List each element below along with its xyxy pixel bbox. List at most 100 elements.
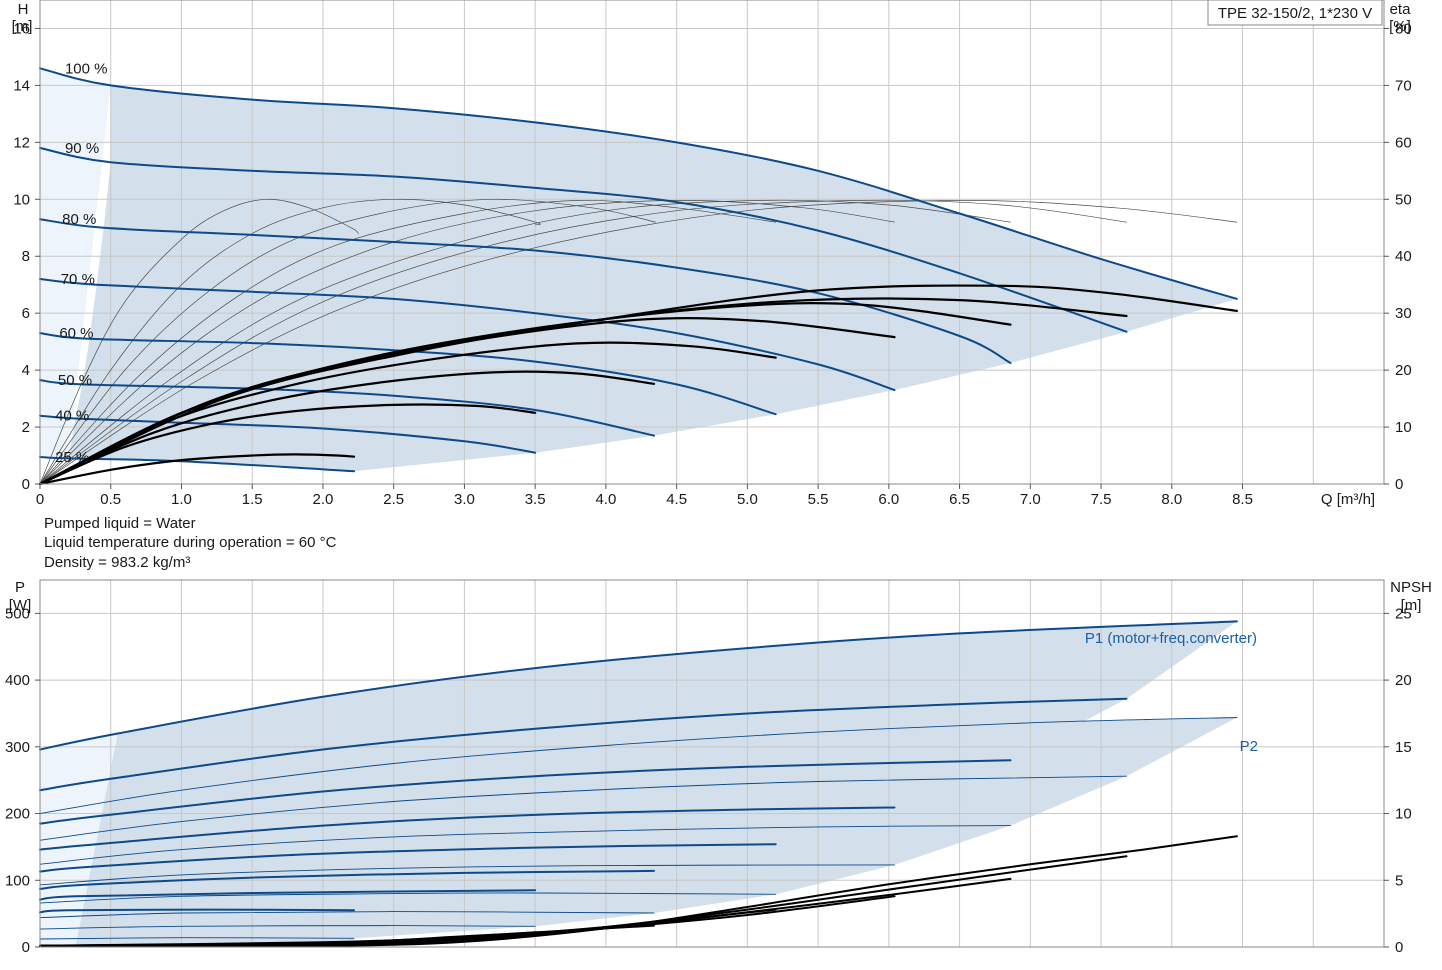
p-left-label: P [15,579,25,596]
tick-label-x: 8.5 [1232,491,1253,508]
eta-thin-curve [39,198,656,485]
p1-curve [39,620,1238,751]
tick-label-left: 4 [22,362,30,379]
tick-label-left: 500 [5,605,30,622]
eta-thin-curve [39,198,359,485]
p1-curve [39,869,655,890]
eta-thin-curve [39,200,1238,485]
tick-label-right: 30 [1395,305,1412,322]
p1-curve [39,843,777,873]
p1-curve [39,908,356,914]
power-panel: 0 100 200 300 400 500 0 5 10 15 20 25 P [W] NPSH [m… [5,579,1432,956]
note-liquid-temperature: Liquid temperature during operation = 60… [44,534,337,551]
tick-label-left: 16 [13,20,30,37]
tick-label-left: 100 [5,872,30,889]
tick-label-x: 7.5 [1091,491,1112,508]
speed-label: 90 % [65,140,99,157]
tick-label-right: 25 [1395,605,1412,622]
tick-label-x: 6.5 [949,491,970,508]
eta-thin-curves [39,198,1238,485]
head-panel: 100 % 90 % 80 % 70 % 60 % 50 % 40 % 25 % 0 2 4 6 8 1… [12,0,1412,508]
tick-label-x: 0.5 [100,491,121,508]
tick-label-right: 70 [1395,77,1412,94]
tick-label-right: 15 [1395,739,1412,756]
eta-thin-curve [39,199,1011,485]
tick-label-right: 80 [1395,20,1412,37]
p2-curve [39,937,355,940]
p2-area [96,717,1237,947]
head-operating-area [40,68,1237,472]
tick-label-left: 200 [5,806,30,823]
tick-label-right: 5 [1395,872,1403,889]
p1-label: P1 (motor+freq.converter) [1085,630,1257,647]
p2-curve [39,775,1127,841]
speed-label: 40 % [55,408,89,425]
p2-curve [39,925,536,930]
tick-label-x: 0 [36,491,44,508]
speed-curve [39,456,356,473]
tick-label-x: 8.0 [1161,491,1182,508]
head-speed-curves [39,67,1238,473]
p2-label: P2 [1240,738,1258,755]
npsh-curves [39,835,1238,948]
tick-label-x: 2.0 [313,491,334,508]
tick-label-left: 12 [13,134,30,151]
speed-curve [39,332,777,416]
speed-curve [39,218,1012,364]
tick-label-right: 10 [1395,419,1412,436]
p1-curves [39,620,1238,914]
power-plot-frame [39,579,1385,948]
power-grid [39,580,1384,948]
operating-area [68,85,1237,472]
low-flow-zone [40,68,111,459]
tick-label-left: 300 [5,739,30,756]
y-right-unit: [%] [1389,18,1411,35]
tick-label-x: 1.0 [171,491,192,508]
tick-label-x: 2.5 [383,491,404,508]
p2-curve [39,892,777,904]
tick-label-x: 6.0 [878,491,899,508]
tick-label-left: 10 [13,191,30,208]
p1-curve [39,889,537,901]
tick-label-x: 1.5 [242,491,263,508]
eta-curve [38,284,1238,486]
tick-label-left: 2 [22,419,30,436]
speed-curve [39,67,1238,300]
y-left-unit: [m] [12,18,33,35]
power-axis-ticks: 0 100 200 300 400 500 0 5 10 15 20 25 [5,605,1412,956]
speed-label: 50 % [58,372,92,389]
p1-curve [39,806,896,851]
speed-label: 70 % [61,271,95,288]
speed-curve [39,278,896,391]
tick-label-left: 8 [22,248,30,265]
tick-label-right: 0 [1395,939,1403,956]
tick-label-x: 3.5 [525,491,546,508]
tick-label-right: 40 [1395,248,1412,265]
tick-label-right: 20 [1395,672,1412,689]
tick-label-right: 20 [1395,362,1412,379]
speed-curve [39,414,537,454]
power-operating-area [40,621,1237,947]
p2-curve [39,717,1238,814]
tick-label-left: 0 [22,939,30,956]
speed-label: 60 % [59,325,93,342]
npsh-curve [39,941,356,947]
tick-label-x: 5.0 [737,491,758,508]
tick-label-x: 3.0 [454,491,475,508]
p-left-unit: [W] [9,597,32,614]
head-axis-ticks: 0 2 4 6 8 10 12 14 16 0 10 20 30 40 50 60 70 80 0 0.5 1.0 1.5… [13,20,1411,508]
speed-label: 25 % [55,449,89,466]
chart-title: TPE 32-150/2, 1*230 V [1218,5,1372,22]
npsh-right-label: NPSH [1390,579,1432,596]
y-right-label: eta [1390,1,1412,18]
npsh-right-unit: [m] [1401,597,1422,614]
p1-curve [39,697,1128,792]
speed-curve [39,147,1128,333]
tick-label-left: 400 [5,672,30,689]
eta-curves [38,284,1238,486]
eta-thin-curve [39,199,1127,485]
tick-label-left: 14 [13,77,30,94]
p2-curves [39,717,1238,940]
tick-label-right: 60 [1395,134,1412,151]
